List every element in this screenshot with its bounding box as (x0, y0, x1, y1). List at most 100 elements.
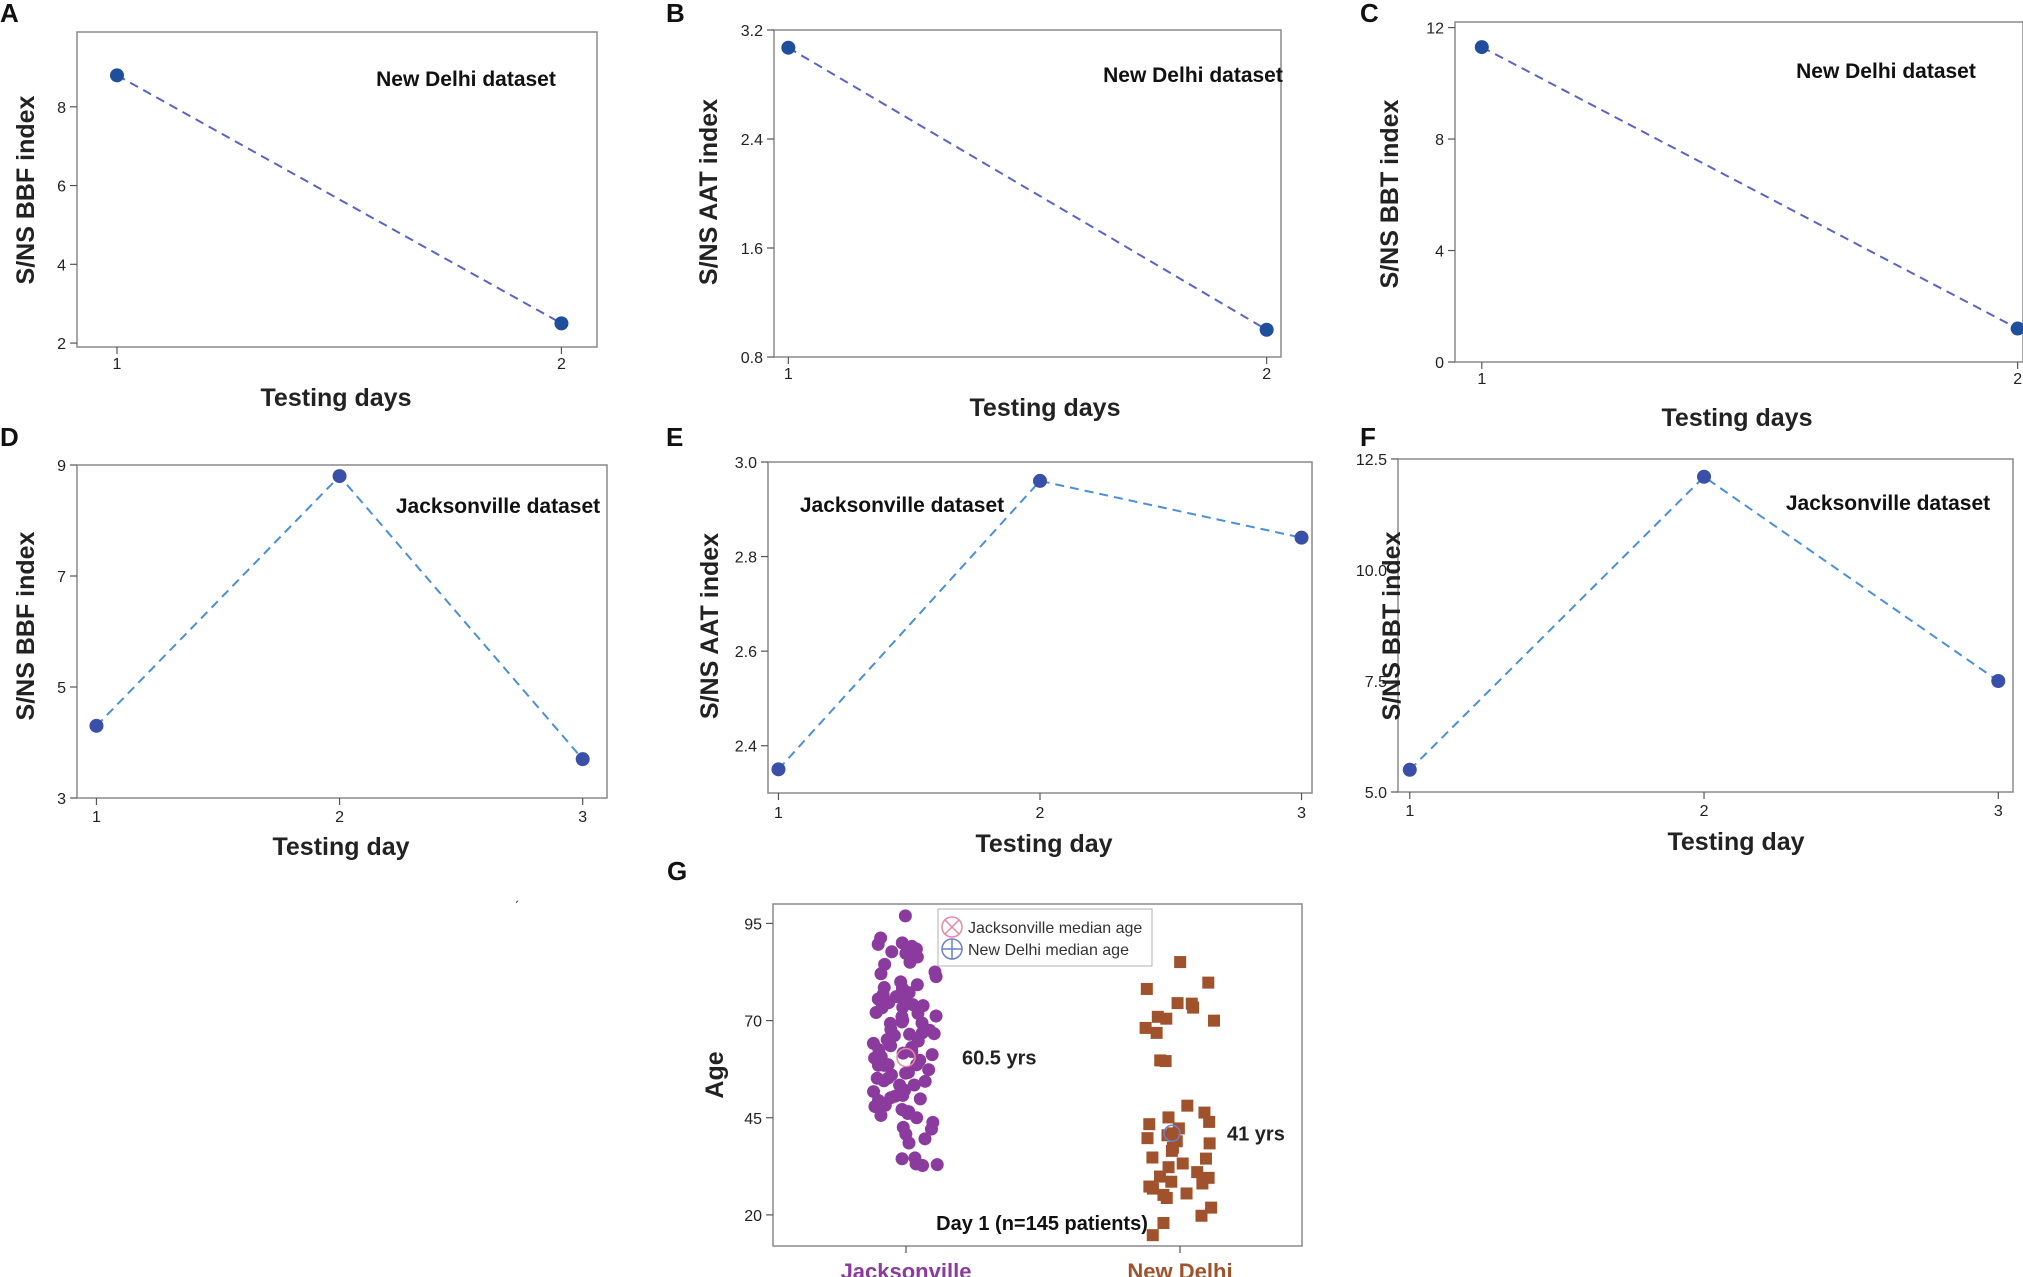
series-line (1481, 46, 2019, 330)
data-point (896, 1013, 910, 1027)
panel-letter: E (666, 422, 683, 452)
plot-frame (772, 903, 1303, 1247)
data-point (1202, 976, 1215, 989)
plot-frame (76, 31, 598, 348)
x-tick-label: 1 (1405, 803, 1414, 820)
data-point (1991, 674, 2006, 688)
data-point (1159, 1055, 1172, 1068)
x-axis-label: Testing day (975, 830, 1112, 858)
y-tick-label: 5.0 (1365, 785, 1387, 802)
data-point (899, 1066, 913, 1080)
legend-new-delhi-icon (941, 938, 963, 960)
data-point (871, 937, 885, 951)
panel-g: G 20 45 70 95 Age Jacksonville New Delhi 60.5 yr… (667, 856, 1303, 1277)
y-tick-label: 45 (744, 1111, 762, 1128)
data-point (924, 1122, 938, 1136)
y-tick-label: 4 (57, 257, 66, 274)
plot-frame (76, 464, 608, 799)
x-tick-label: 1 (113, 356, 122, 373)
chart-annotation: Day 1 (n=145 patients) (936, 1213, 1148, 1235)
panel-b: B 0.8 1.6 2.4 3.2 S/NS AAT index 1 2 Testing day… (666, 0, 1283, 422)
data-point (1174, 956, 1187, 969)
data-point (1141, 1132, 1154, 1145)
data-point (1208, 1014, 1221, 1027)
data-point (1146, 1182, 1159, 1195)
data-point (930, 1158, 944, 1172)
data-point (1160, 1192, 1173, 1205)
y-axis-label: S/NS BBT index (1378, 531, 1406, 720)
x-axis-label: Testing day (272, 833, 409, 861)
y-axis-label: S/NS AAT index (696, 533, 724, 719)
y-axis-label: S/NS BBF index (12, 531, 40, 720)
y-tick-label: 8 (57, 100, 66, 117)
data-point (1205, 1201, 1218, 1214)
y-tick-label: 4 (1435, 244, 1444, 261)
data-point (1165, 1144, 1178, 1157)
y-tick-label: 12.5 (1356, 452, 1387, 469)
x-tick-label: 1 (1477, 371, 1486, 388)
data-point (1195, 1209, 1208, 1222)
data-point (871, 1058, 885, 1072)
panel-a: A 2 4 6 8 S/NS BBF index 1 2 Testing days New Del… (0, 0, 598, 412)
x-tick-label: 1 (774, 805, 783, 822)
x-tick-label: 3 (578, 809, 587, 826)
y-tick-label: 12 (1426, 21, 1444, 38)
data-point (929, 1009, 943, 1023)
data-point (1146, 1151, 1159, 1164)
y-tick-label: 20 (744, 1208, 762, 1225)
median-label: 60.5 yrs (962, 1048, 1037, 1070)
y-tick-label: 3.2 (741, 23, 763, 40)
y-tick-label: 2 (57, 336, 66, 353)
x-axis-label: Testing days (261, 384, 412, 412)
legend-entry: New Delhi median age (968, 942, 1129, 959)
data-point (902, 1136, 916, 1150)
data-point (1697, 469, 1712, 484)
median-label: 41 yrs (1227, 1123, 1285, 1145)
series-line (95, 474, 584, 760)
data-point (2010, 321, 2023, 336)
data-point (903, 955, 917, 969)
panel-letter: C (1360, 0, 1379, 28)
category-label: Jacksonville (841, 1259, 972, 1277)
x-tick-label: 1 (784, 366, 793, 383)
panel-e: E 2.4 2.6 2.8 3.0 S/NS AAT index 1 2 3 Testing da… (666, 422, 1313, 858)
data-point (918, 1132, 932, 1146)
data-point (781, 40, 796, 55)
data-point (1033, 473, 1047, 488)
median-marker-new-delhi (1163, 1124, 1181, 1143)
chart-title: New Delhi dataset (376, 68, 556, 91)
data-point (913, 1092, 927, 1106)
panel-letter: F (1360, 422, 1376, 452)
data-point (874, 1108, 888, 1122)
data-point (1139, 1021, 1152, 1034)
data-point (1162, 1111, 1175, 1124)
legend-entry: Jacksonville median age (968, 920, 1142, 937)
y-tick-label: 0 (1435, 355, 1444, 372)
data-point (1140, 982, 1153, 995)
x-tick-label: 2 (335, 809, 344, 826)
chart-title: New Delhi dataset (1103, 64, 1283, 87)
x-tick-label: 2 (557, 356, 566, 373)
chart-title: Jacksonville dataset (1786, 492, 1990, 515)
y-tick-label: 2.4 (735, 739, 757, 756)
data-point (575, 752, 590, 767)
chart-title: New Delhi dataset (1796, 60, 1976, 83)
data-point (885, 945, 899, 959)
data-point (1203, 1115, 1216, 1128)
legend-box (937, 908, 1153, 967)
x-tick-label: 1 (92, 809, 101, 826)
data-point (929, 970, 943, 984)
data-point (910, 978, 924, 992)
data-point (1143, 1118, 1156, 1131)
series-line (1409, 475, 1999, 771)
data-point (884, 1039, 898, 1053)
data-point (1474, 40, 1489, 55)
data-point (771, 762, 786, 777)
y-tick-label: 0.8 (741, 350, 763, 367)
data-point (1176, 1157, 1189, 1170)
x-tick-label: 2 (2013, 371, 2022, 388)
series-line (777, 479, 1302, 771)
panel-letter: A (0, 0, 19, 28)
plot-frame (773, 29, 1282, 358)
panel-d: D 3 5 7 9 S/NS BBF index 1 2 3 Testing day Jackson… (0, 422, 608, 861)
